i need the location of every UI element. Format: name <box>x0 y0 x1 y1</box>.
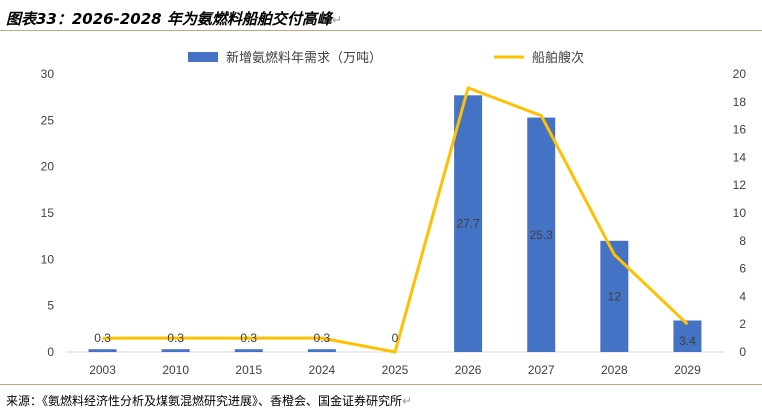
bar-data-label: 0.3 <box>167 331 184 345</box>
bar <box>88 349 117 352</box>
bar-data-label: 12 <box>608 289 622 303</box>
x-tick-label: 2010 <box>162 363 189 377</box>
bar <box>527 117 556 352</box>
legend-bar-swatch <box>188 52 218 62</box>
bar <box>673 320 702 352</box>
right-tick-label: 20 <box>733 67 747 81</box>
right-tick-label: 10 <box>733 206 747 220</box>
bar-data-label: 27.7 <box>456 217 480 231</box>
bar <box>234 349 263 352</box>
legend-label-demand: 新增氨燃料年需求（万吨） <box>226 50 382 66</box>
legend-label-ships: 船舶艘次 <box>532 50 584 66</box>
source-note: 来源：《氨燃料经济性分析及煤氨混燃研究进展》、香橙会、国金证券研究所↵ <box>6 392 412 409</box>
left-axis: 0 5 10 15 20 25 30 <box>41 67 55 359</box>
bar <box>307 349 336 352</box>
left-tick-label: 25 <box>41 113 55 127</box>
bar-data-label: 25.3 <box>530 228 554 242</box>
right-tick-label: 6 <box>739 262 746 276</box>
page-title: 图表33：2026-2028 年为氨燃料船舶交付高峰↵ <box>6 8 342 29</box>
ships-line <box>102 86 689 354</box>
bar-series <box>88 95 702 353</box>
bar-data-label: 0.3 <box>240 331 257 345</box>
bar-data-label: 0.3 <box>314 331 331 345</box>
x-tick-label: 2029 <box>674 363 701 377</box>
right-axis: 0 2 4 6 8 10 12 14 16 18 20 <box>733 67 747 359</box>
return-mark-icon: ↵ <box>402 394 413 408</box>
left-tick-label: 15 <box>41 206 55 220</box>
line-series <box>102 86 689 354</box>
left-tick-label: 5 <box>47 299 54 313</box>
bar-data-label: 0.3 <box>94 331 111 345</box>
bar <box>600 240 629 352</box>
x-tick-label: 2003 <box>89 363 116 377</box>
data-labels: 0.3 0.3 0.3 0.3 0 27.7 25.3 12 3.4 <box>94 217 696 348</box>
right-tick-label: 8 <box>739 234 746 248</box>
left-tick-label: 30 <box>41 67 55 81</box>
title-text: 图表33：2026-2028 年为氨燃料船舶交付高峰 <box>6 10 332 28</box>
x-tick-label: 2024 <box>309 363 336 377</box>
x-axis: 2003 2010 2015 2024 2025 2026 2027 2028 2029 <box>66 351 724 377</box>
legend: 新增氨燃料年需求（万吨） 船舶艘次 <box>188 50 584 66</box>
right-tick-label: 16 <box>733 123 747 137</box>
right-tick-label: 14 <box>733 150 747 164</box>
x-tick-label: 2025 <box>382 363 409 377</box>
bar <box>161 349 190 352</box>
right-tick-label: 12 <box>733 178 747 192</box>
source-divider <box>0 384 762 385</box>
x-tick-label: 2026 <box>455 363 482 377</box>
bar <box>454 95 483 353</box>
x-tick-label: 2015 <box>235 363 262 377</box>
right-tick-label: 4 <box>739 289 746 303</box>
right-tick-label: 2 <box>739 317 746 331</box>
x-tick-label: 2027 <box>528 363 555 377</box>
bar-data-label: 0 <box>392 331 399 345</box>
left-tick-label: 20 <box>41 160 55 174</box>
right-tick-label: 18 <box>733 95 747 109</box>
title-divider <box>0 30 762 31</box>
source-text: 来源：《氨燃料经济性分析及煤氨混燃研究进展》、香橙会、国金证券研究所 <box>6 394 403 408</box>
left-tick-label: 10 <box>41 252 55 266</box>
left-tick-label: 0 <box>47 345 54 359</box>
bar-data-label: 3.4 <box>679 334 696 348</box>
x-tick-label: 2028 <box>601 363 628 377</box>
return-mark-icon: ↵ <box>331 13 342 27</box>
right-tick-label: 0 <box>739 345 746 359</box>
